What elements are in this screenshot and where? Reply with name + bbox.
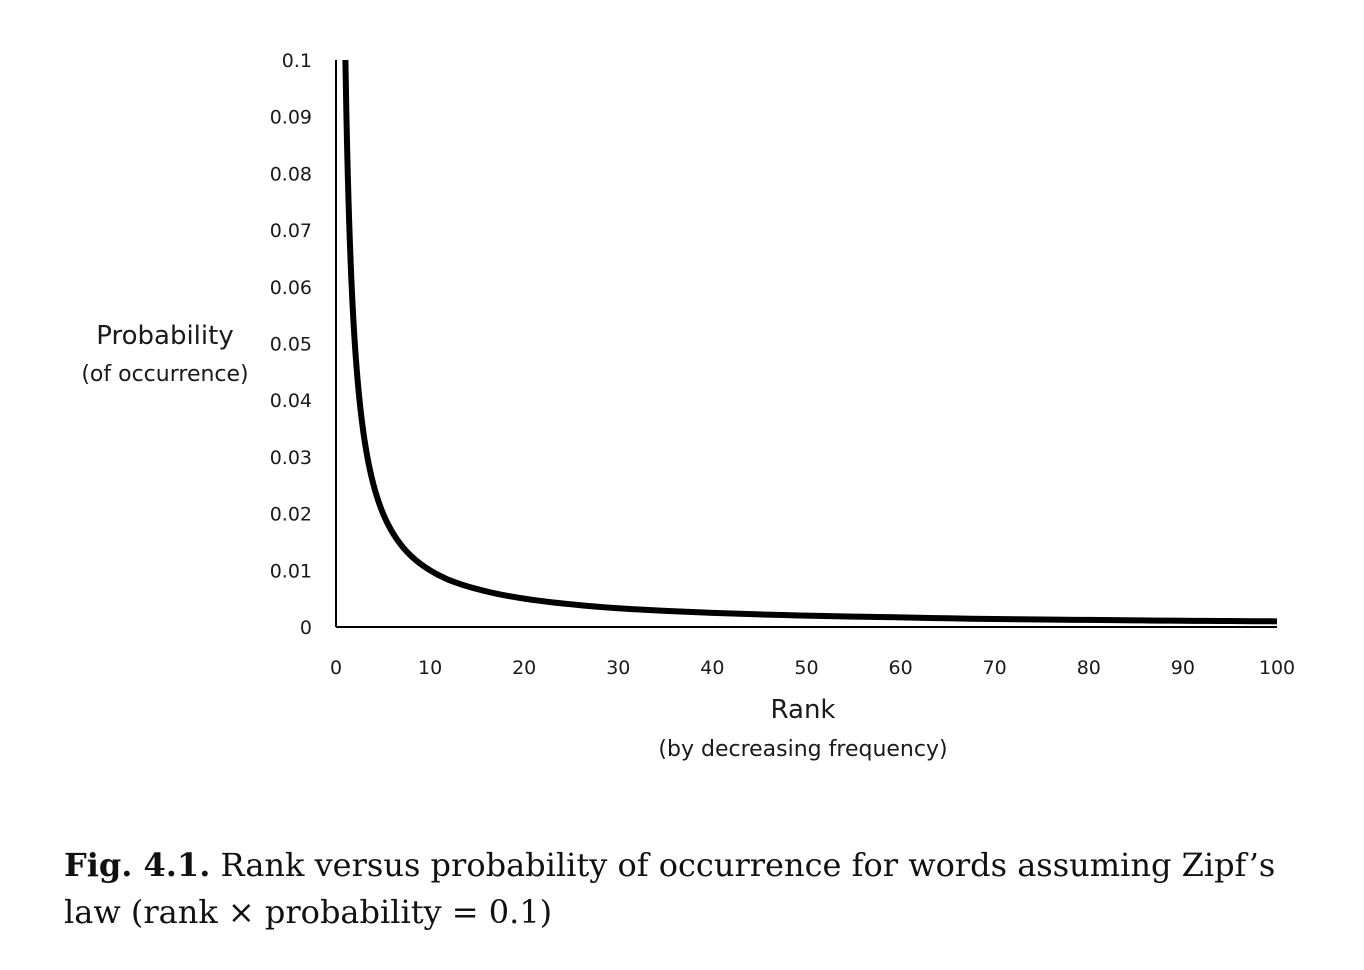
x-tick-label: 20: [512, 657, 536, 679]
x-tick-label: 70: [983, 657, 1007, 679]
y-axis-title: Probability: [96, 321, 233, 351]
x-axis-subtitle: (by decreasing frequency): [658, 737, 947, 762]
y-tick-label: 0.07: [270, 220, 312, 242]
x-tick-label: 30: [606, 657, 630, 679]
y-axis-subtitle: (of occurrence): [81, 362, 248, 387]
y-tick-label: 0.04: [270, 390, 312, 412]
x-tick-label: 0: [330, 657, 342, 679]
y-tick-label: 0.02: [270, 504, 312, 526]
x-tick-label: 80: [1077, 657, 1101, 679]
series-line: [342, 59, 1278, 625]
x-tick-label: 10: [418, 657, 442, 679]
y-tick-label: 0.1: [282, 50, 312, 72]
x-tick-label: 40: [700, 657, 724, 679]
figure-caption-text: Rank versus probability of occurrence fo…: [64, 846, 1276, 931]
y-tick-label: 0.09: [270, 107, 312, 129]
y-tick-label: 0.08: [270, 163, 312, 185]
y-tick-label: 0.05: [270, 334, 312, 356]
figure-caption: Fig. 4.1. Rank versus probability of occ…: [64, 842, 1334, 936]
x-tick-label: 90: [1171, 657, 1195, 679]
x-tick-label: 50: [794, 657, 818, 679]
y-axis-ticks: 0 0.01 0.02 0.03 0.04 0.05 0.06 0.07 0.08 0.09 0.1: [270, 50, 312, 639]
x-axis-title: Rank: [771, 695, 836, 725]
zipf-chart: 0 0.01 0.02 0.03 0.04 0.05 0.06 0.07 0.08 0.09 0.1…: [81, 50, 1295, 762]
y-tick-label: 0.06: [270, 277, 312, 299]
y-tick-label: 0.03: [270, 447, 312, 469]
x-tick-label: 60: [889, 657, 913, 679]
y-tick-label: 0: [300, 617, 312, 639]
x-axis-ticks: 0 10 20 30 40 50 60 70 80 90 100: [330, 657, 1295, 679]
figure-label: Fig. 4.1.: [64, 846, 211, 884]
x-tick-label: 100: [1259, 657, 1295, 679]
y-tick-label: 0.01: [270, 560, 312, 582]
